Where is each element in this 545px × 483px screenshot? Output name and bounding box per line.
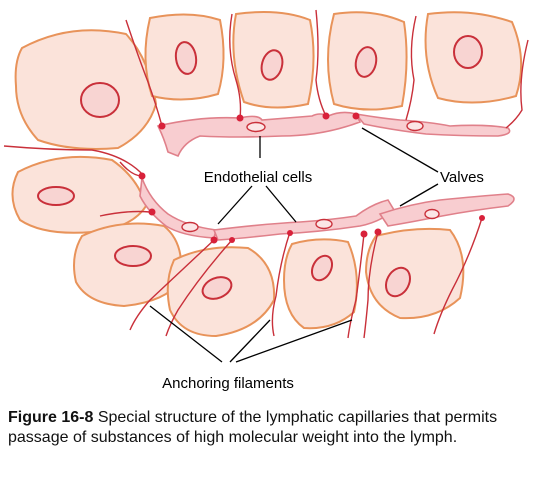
junction-dot	[158, 122, 166, 130]
lymphatic-capillary-diagram: Endothelial cells Valves Anchoring filam…	[3, 9, 529, 392]
capillary-wall	[139, 111, 515, 241]
endothelial-cell	[212, 199, 396, 241]
endothelial-leader-right	[265, 185, 297, 223]
anchoring-filament	[129, 239, 215, 331]
junction-dot	[138, 172, 146, 180]
endothelial-nucleus	[315, 218, 333, 230]
junction-dot	[210, 236, 218, 244]
nucleus	[174, 41, 198, 75]
anchoring-filament	[405, 15, 417, 121]
nucleus	[453, 35, 483, 69]
endothelial-nucleus	[424, 208, 440, 220]
caption-text: Special structure of the lymphatic capil…	[8, 409, 498, 446]
anchoring-filament	[271, 231, 291, 337]
anchoring-filament	[229, 13, 242, 119]
junction-dot	[229, 237, 235, 243]
endothelial-nucleus	[246, 121, 266, 133]
nucleus	[201, 276, 233, 300]
junction-dot	[374, 228, 382, 236]
endothelial-nucleus	[181, 221, 199, 233]
anchoring-filament	[347, 233, 365, 339]
junction-dot	[236, 114, 244, 122]
anchoring-filament	[125, 19, 163, 127]
leader-lines	[149, 127, 439, 363]
filaments-leader	[149, 305, 353, 363]
valves-label: Valves	[440, 169, 484, 186]
anchoring-filament	[3, 145, 145, 177]
endothelial-leader-left	[217, 185, 253, 225]
junction-dot	[148, 208, 156, 216]
nucleus	[114, 245, 152, 267]
nucleus	[385, 266, 411, 298]
anchoring-filament	[363, 231, 379, 339]
endothelial-cell	[354, 112, 511, 137]
filament-junctions	[138, 112, 485, 244]
tissue-cell	[364, 227, 465, 320]
anchoring-filament	[505, 39, 529, 129]
endothelial-cell	[378, 193, 515, 227]
junction-dot	[479, 215, 485, 221]
anchoring-filaments	[3, 9, 529, 339]
anchoring-filament	[315, 9, 327, 117]
figure-caption: Figure 16-8 Special structure of the lym…	[8, 408, 538, 448]
junction-dot	[360, 230, 368, 238]
endothelial-cell	[156, 111, 362, 158]
valves-leader-bottom	[399, 183, 439, 207]
nucleus	[354, 46, 378, 78]
nucleus	[310, 254, 334, 282]
anchoring-filament	[165, 239, 233, 337]
nucleus	[37, 186, 75, 206]
valves-leader-top	[361, 127, 439, 173]
junction-dot	[352, 112, 360, 120]
figure-number: Figure 16-8	[8, 409, 94, 426]
anchoring-filament	[433, 217, 483, 335]
endothelial-cells-label: Endothelial cells	[204, 169, 312, 186]
tissue-cell	[282, 238, 358, 330]
endothelial-nucleus	[406, 120, 424, 132]
cell-nuclei	[37, 35, 483, 300]
nucleus	[80, 82, 120, 118]
tissue-cells	[11, 11, 523, 338]
nucleus	[260, 49, 284, 81]
anchoring-filaments-label: Anchoring filaments	[162, 375, 294, 392]
junction-dot	[322, 112, 330, 120]
anchoring-filament	[99, 210, 151, 217]
junction-dot	[287, 230, 293, 236]
endothelial-nuclei	[181, 120, 440, 233]
